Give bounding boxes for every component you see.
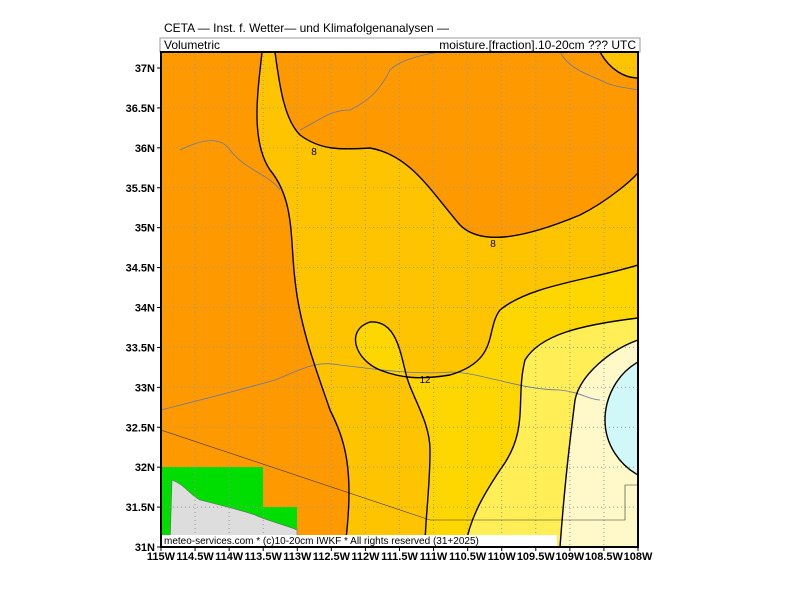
contours xyxy=(256,52,638,547)
axes: 115W 114.5W 114W 113.5W 113W 112.5W 112W 111.5W… xyxy=(126,63,653,563)
contour-line xyxy=(599,52,638,79)
y-tick-label: 34N xyxy=(135,303,155,315)
boundary xyxy=(161,429,638,521)
contour-line xyxy=(274,52,638,239)
y-tick-label: 35N xyxy=(135,223,155,235)
map-area: 8 8 12 meteo-services.com * (c)10-20cm I… xyxy=(161,52,638,547)
y-tick-label: 32N xyxy=(135,462,155,474)
subtitle-right: moisture.[fraction].10-20cm ??? UTC xyxy=(439,38,636,52)
region xyxy=(275,52,638,238)
x-tick-label: 109W xyxy=(555,551,584,563)
y-tick-label: 36.5N xyxy=(126,103,155,115)
x-tick-label: 112W xyxy=(351,551,380,563)
contour-label: 8 xyxy=(490,239,496,250)
y-tick-label: 32.5N xyxy=(126,422,155,434)
y-tick-label: 31N xyxy=(135,542,155,554)
y-tick-label: 31.5N xyxy=(126,502,155,514)
y-tick-label: 37N xyxy=(135,63,155,75)
region xyxy=(600,52,638,78)
y-tick-label: 35.5N xyxy=(126,183,155,195)
x-tick-label: 110W xyxy=(488,551,517,563)
subtitle-left: Volumetric xyxy=(164,38,220,52)
x-tick-label: 112.5W xyxy=(313,551,351,563)
contour-line xyxy=(464,317,638,547)
x-tick-label: 113.5W xyxy=(245,551,283,563)
y-tick-label: 34.5N xyxy=(126,263,155,275)
contour-label: 12 xyxy=(419,375,431,386)
x-tick-label: 115W xyxy=(147,551,176,563)
river xyxy=(161,363,601,411)
footer-box xyxy=(162,535,557,546)
x-tick-label: 113W xyxy=(283,551,312,563)
river xyxy=(179,140,281,191)
y-tick-label: 33.5N xyxy=(126,342,155,354)
x-tick-label: 111W xyxy=(420,551,448,563)
x-tick-label: 114W xyxy=(215,551,244,563)
x-tick-label: 110.5W xyxy=(449,551,487,563)
region xyxy=(605,362,638,475)
contour-line xyxy=(256,52,350,547)
borders xyxy=(161,52,638,411)
title: CETA — Inst. f. Wetter— und Klimafolgena… xyxy=(164,21,449,35)
contour-line xyxy=(354,264,638,547)
x-tick-label: 108W xyxy=(624,551,653,563)
x-tick-label: 114.5W xyxy=(176,551,214,563)
river xyxy=(559,52,638,91)
y-tick-label: 36N xyxy=(135,143,155,155)
y-tick-label: 33N xyxy=(135,382,155,394)
x-tick-label: 111.5W xyxy=(381,551,418,563)
x-tick-label: 109.5W xyxy=(517,551,556,563)
footer: meteo-services.com * (c)10-20cm IWKF * A… xyxy=(164,536,479,547)
x-tick-label: 108.5W xyxy=(585,551,624,563)
contour-line xyxy=(604,361,638,476)
contour-line xyxy=(559,339,638,547)
land xyxy=(169,479,298,547)
river xyxy=(299,52,441,131)
contour-label: 8 xyxy=(311,147,317,158)
